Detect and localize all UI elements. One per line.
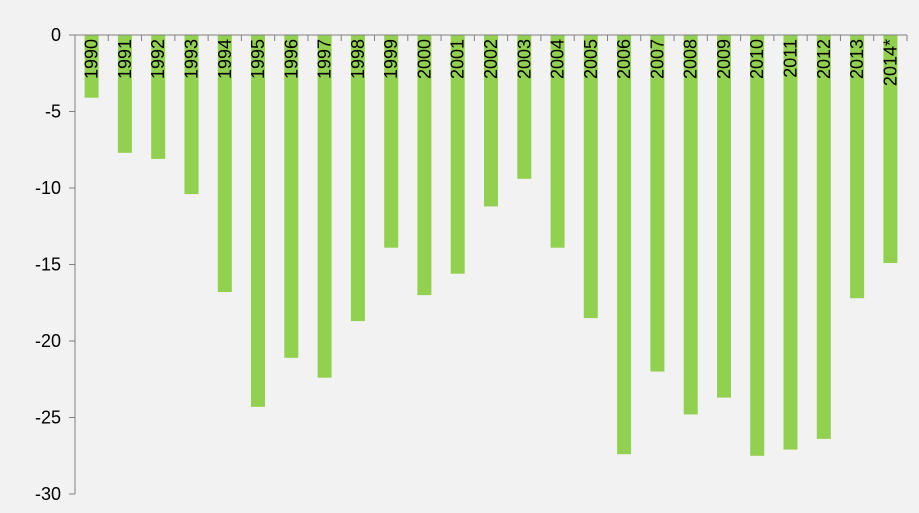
bar-2014-star (883, 35, 898, 263)
bar-2007 (650, 35, 665, 372)
category-label: 2010 (747, 39, 767, 79)
y-tick-label: -5 (45, 102, 61, 122)
category-label: 2006 (614, 39, 634, 79)
bar-2006 (617, 35, 632, 455)
bar-2011 (783, 35, 798, 450)
bar-2009 (717, 35, 731, 398)
category-label: 1997 (315, 39, 335, 79)
category-label: 1991 (115, 39, 135, 79)
bar-2004 (550, 35, 565, 248)
category-label: 1999 (381, 39, 401, 79)
bar-2001 (450, 35, 465, 274)
bar-2003 (517, 35, 532, 179)
category-label: 2008 (681, 39, 701, 79)
category-label: 2012 (814, 39, 834, 79)
category-label: 2001 (448, 39, 468, 79)
bar-2012 (816, 35, 831, 439)
bar-2000 (417, 35, 432, 296)
category-label: 2007 (647, 39, 667, 79)
bar-2002 (484, 35, 498, 207)
y-tick-label: -25 (35, 408, 61, 428)
bar-1993 (184, 35, 199, 195)
category-label: 2000 (414, 39, 434, 79)
y-tick-label: -10 (35, 178, 61, 198)
category-label: 1996 (281, 39, 301, 79)
category-label: 2009 (714, 39, 734, 79)
bar-1992 (151, 35, 166, 159)
bar-1997 (317, 35, 332, 378)
category-label: 1990 (82, 39, 102, 79)
axes-group (69, 34, 908, 495)
category-label: 1992 (148, 39, 168, 79)
y-tick-label: -15 (35, 255, 61, 275)
y-tick-labels: 0 -5 -10 -15 -20 -25 -30 (35, 25, 61, 504)
category-label: 1994 (215, 39, 235, 79)
category-label: 1995 (248, 39, 268, 79)
category-label: 1998 (348, 39, 368, 79)
category-label: 1993 (181, 39, 201, 79)
category-label: 2003 (514, 39, 534, 79)
bar-1998 (350, 35, 365, 322)
bar-2010 (750, 35, 765, 456)
category-labels: 1990 1991 1992 1993 1994 1995 1996 1997 1998 1999… (82, 39, 901, 86)
bar-1996 (284, 35, 299, 358)
category-label: 2014* (880, 39, 900, 86)
category-label: 2002 (481, 39, 501, 79)
bar-2013 (850, 35, 865, 299)
bars-group (84, 35, 898, 456)
category-label: 2005 (581, 39, 601, 79)
bar-1990 (84, 35, 99, 98)
y-tick-label: -20 (35, 331, 61, 351)
bar-2008 (683, 35, 698, 415)
y-tick-label: 0 (51, 25, 61, 45)
category-label: 2004 (548, 39, 568, 79)
category-label: 2013 (847, 39, 867, 79)
bar-1994 (217, 35, 232, 292)
category-label: 2011 (781, 39, 801, 78)
bar-1991 (117, 35, 132, 153)
bar-1999 (384, 35, 399, 248)
y-tick-label: -30 (35, 484, 61, 504)
bar-1995 (251, 35, 265, 407)
bar-2005 (583, 35, 598, 319)
